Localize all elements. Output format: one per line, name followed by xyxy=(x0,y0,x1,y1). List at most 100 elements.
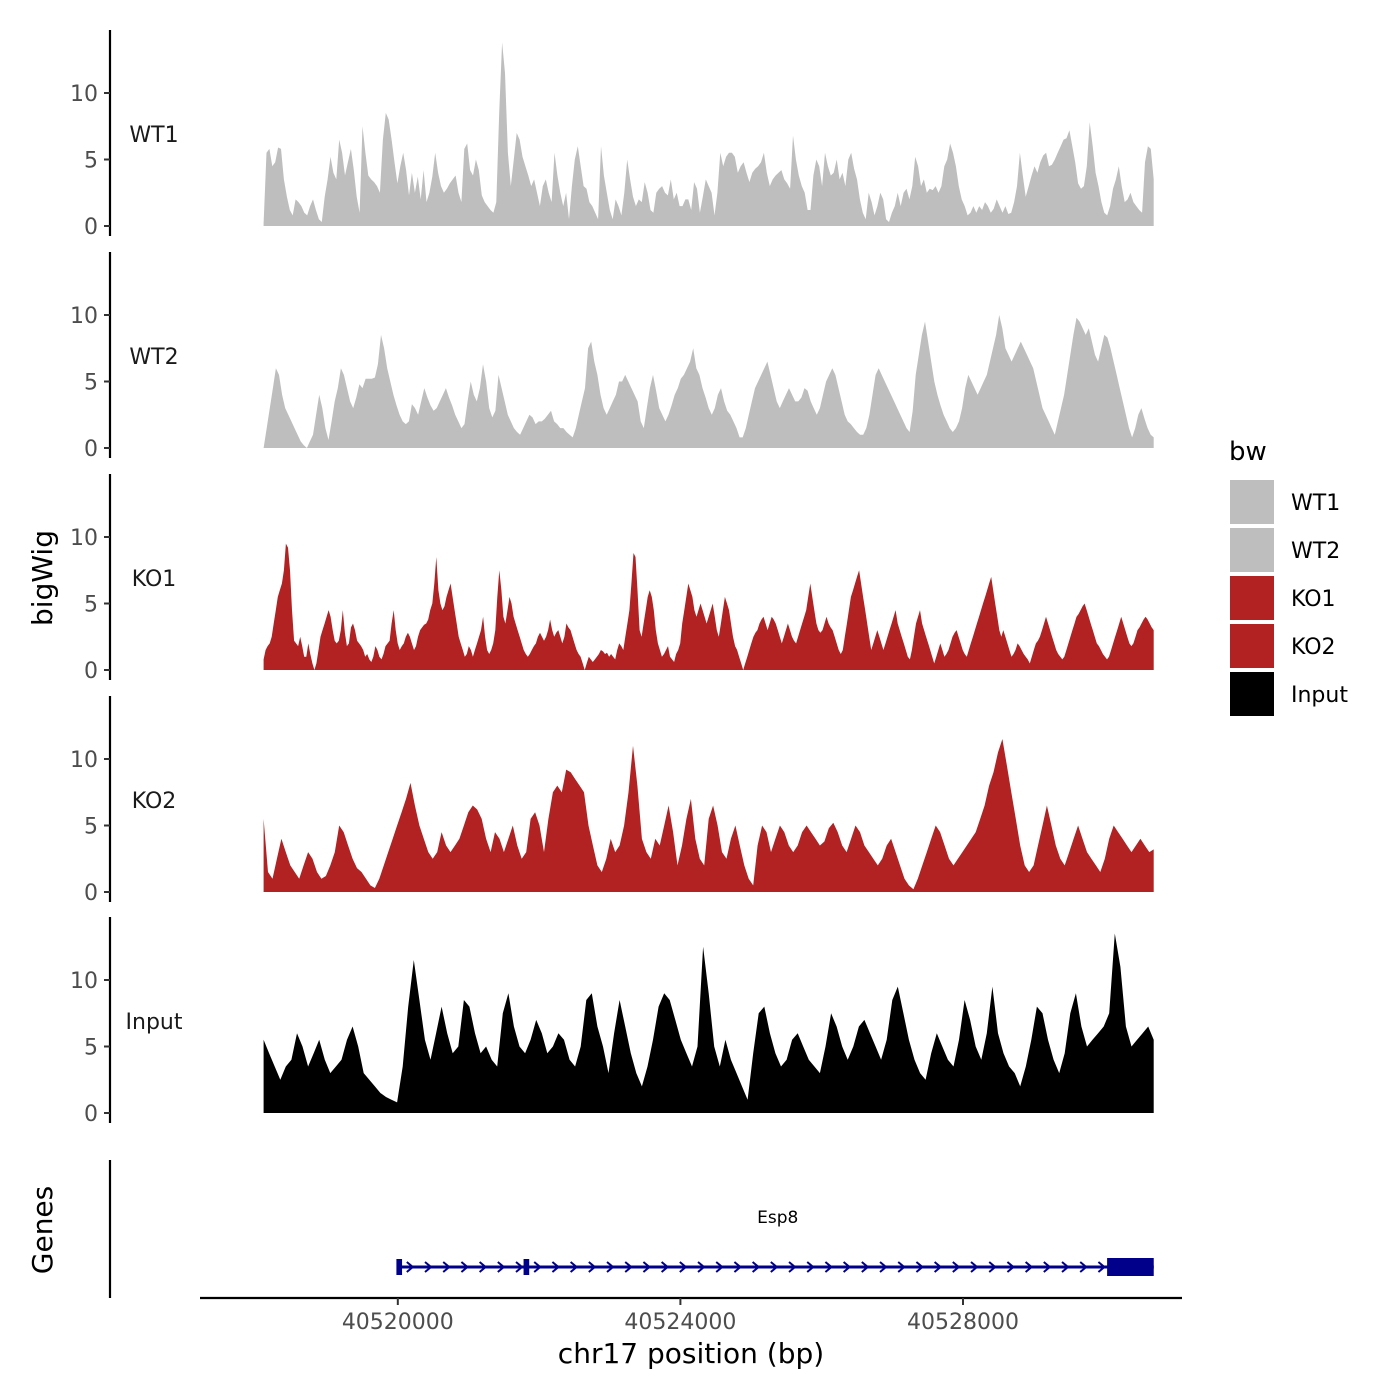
track-ko1: 0 5 10 KO1 xyxy=(70,474,1154,684)
strand-arrow xyxy=(933,1261,943,1273)
y-tick-label: 5 xyxy=(84,593,98,618)
x-tick-label: 40520000 xyxy=(342,1310,454,1335)
strand-arrow xyxy=(624,1261,633,1273)
legend-label: KO2 xyxy=(1291,635,1336,660)
x-tick-label: 40528000 xyxy=(907,1310,1019,1335)
strand-arrow xyxy=(715,1261,724,1273)
coverage-area-wt1 xyxy=(263,42,1154,226)
strand-arrow xyxy=(861,1261,870,1273)
legend-label: KO1 xyxy=(1291,587,1336,612)
strand-arrow xyxy=(588,1261,597,1273)
legend-entry-ko2: KO2 xyxy=(1230,624,1336,668)
gene-name-label: Esp8 xyxy=(757,1208,798,1228)
gene-models: Esp8 xyxy=(396,1208,1154,1276)
strand-arrow xyxy=(1006,1261,1015,1273)
strand-arrow xyxy=(679,1261,688,1273)
gene-esp8: Esp8 xyxy=(396,1208,1154,1276)
y-tick-label: 0 xyxy=(84,1102,98,1127)
legend-items: WT1 WT2 KO1 KO2 Input xyxy=(1230,480,1348,716)
track-input: 0 5 10 Input xyxy=(70,917,1154,1127)
strand-arrow xyxy=(569,1261,579,1273)
track-label: Input xyxy=(126,1010,183,1035)
y-tick-label: 10 xyxy=(70,304,98,329)
strand-arrow xyxy=(515,1261,524,1273)
legend-entry-wt1: WT1 xyxy=(1230,480,1340,524)
gene-exon xyxy=(523,1259,530,1275)
strand-arrow xyxy=(660,1261,670,1273)
strand-arrow xyxy=(406,1261,415,1273)
strand-arrow xyxy=(442,1261,451,1273)
strand-arrow xyxy=(788,1261,797,1273)
strand-arrow xyxy=(1024,1261,1034,1273)
strand-arrow xyxy=(915,1261,924,1273)
y-tick-label: 10 xyxy=(70,82,98,107)
legend-swatch xyxy=(1230,624,1274,668)
strand-arrow xyxy=(770,1261,779,1273)
gene-exon xyxy=(1107,1258,1154,1276)
coverage-area-ko2 xyxy=(263,739,1154,892)
y-tick-label: 0 xyxy=(84,215,98,240)
coverage-area-input xyxy=(263,933,1154,1113)
legend-swatch xyxy=(1230,480,1274,524)
strand-arrow xyxy=(478,1261,488,1273)
strand-arrow xyxy=(533,1261,542,1273)
strand-arrow xyxy=(897,1261,906,1273)
legend-label: Input xyxy=(1291,683,1348,708)
strand-arrow xyxy=(642,1261,651,1273)
strand-arrow xyxy=(460,1261,469,1273)
track-label: KO1 xyxy=(132,567,177,592)
y-axis-title: bigWig xyxy=(26,530,59,626)
strand-arrow xyxy=(697,1261,706,1273)
legend-entry-wt2: WT2 xyxy=(1230,528,1340,572)
y-tick-label: 5 xyxy=(84,1036,98,1061)
strand-arrow xyxy=(1097,1261,1106,1273)
track-ko2: 0 5 10 KO2 xyxy=(70,696,1154,906)
y-tick-label: 5 xyxy=(84,371,98,396)
track-label: WT1 xyxy=(129,123,178,148)
legend-entry-input: Input xyxy=(1230,672,1348,716)
coverage-area-ko1 xyxy=(263,543,1154,670)
coverage-area-wt2 xyxy=(263,315,1154,448)
legend-swatch xyxy=(1230,528,1274,572)
y-tick-label: 0 xyxy=(84,881,98,906)
strand-arrow xyxy=(1061,1261,1070,1273)
legend: bw WT1 WT2 KO1 KO2 Input xyxy=(1229,437,1348,716)
track-label: WT2 xyxy=(129,345,178,370)
strand-arrow xyxy=(1043,1261,1052,1273)
legend-entry-ko1: KO1 xyxy=(1230,576,1336,620)
legend-swatch xyxy=(1230,576,1274,620)
strand-arrow xyxy=(606,1261,615,1273)
track-wt1: 0 5 10 WT1 xyxy=(70,30,1154,240)
strand-arrow xyxy=(988,1261,997,1273)
x-axis: 40520000 40524000 40528000 chr17 position … xyxy=(200,1296,1182,1370)
gene-exon xyxy=(396,1259,403,1275)
strand-arrow xyxy=(824,1261,833,1273)
legend-title: bw xyxy=(1229,437,1267,467)
x-axis-ticks: 40520000 40524000 40528000 xyxy=(342,1298,1019,1335)
strand-arrow xyxy=(1079,1261,1088,1273)
legend-swatch xyxy=(1230,672,1274,716)
strand-arrow xyxy=(879,1261,888,1273)
y-tick-label: 10 xyxy=(70,748,98,773)
y-tick-label: 5 xyxy=(84,149,98,174)
strand-arrow xyxy=(952,1261,961,1273)
y-tick-label: 5 xyxy=(84,815,98,840)
x-tick-label: 40524000 xyxy=(624,1310,736,1335)
legend-label: WT2 xyxy=(1291,539,1340,564)
strand-arrow xyxy=(842,1261,852,1273)
track-label: KO2 xyxy=(132,789,177,814)
track-panels: 0 5 10 WT1 0 5 10 WT2 0 5 10 KO1 0 5 10 KO2 0 5 10 Input xyxy=(70,30,1154,1127)
strand-arrow xyxy=(497,1261,506,1273)
strand-arrow xyxy=(751,1261,761,1273)
x-axis-title: chr17 position (bp) xyxy=(558,1337,824,1370)
genes-panel: Genes Esp8 xyxy=(26,1160,1154,1298)
y-tick-label: 0 xyxy=(84,437,98,462)
y-tick-label: 10 xyxy=(70,526,98,551)
y-tick-label: 0 xyxy=(84,659,98,684)
y-tick-label: 10 xyxy=(70,969,98,994)
strand-arrow xyxy=(970,1261,979,1273)
genes-axis-title: Genes xyxy=(26,1186,59,1274)
strand-arrow xyxy=(424,1261,433,1273)
strand-arrow xyxy=(733,1261,742,1273)
